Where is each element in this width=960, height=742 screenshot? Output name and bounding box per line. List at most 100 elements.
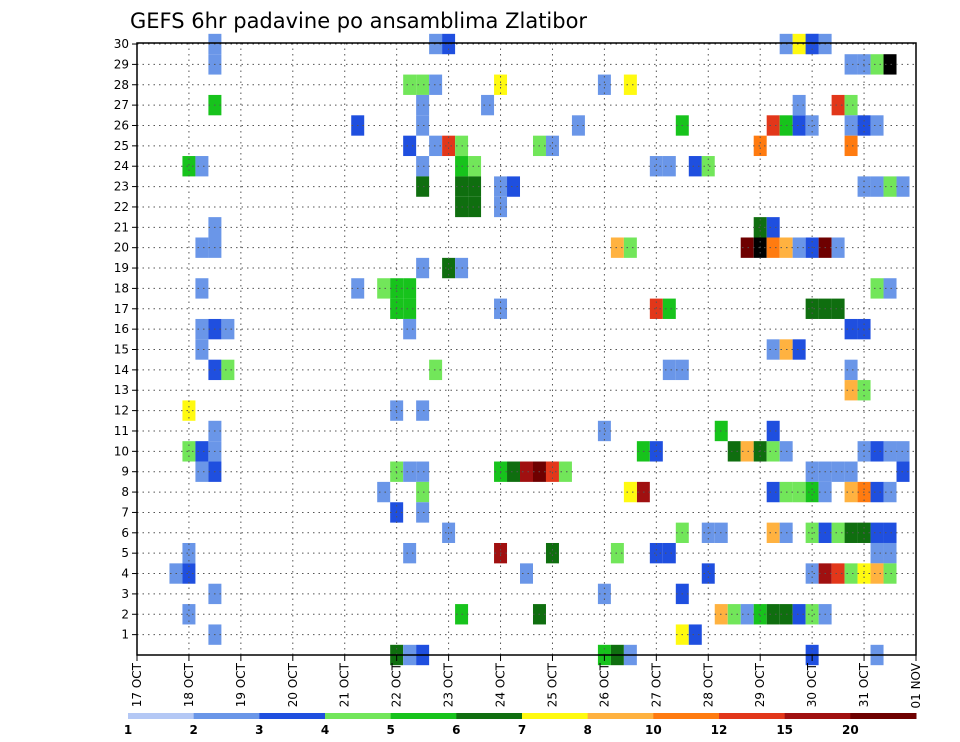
heatmap-cell xyxy=(688,156,702,177)
heatmap-cell xyxy=(662,542,676,564)
heatmap-cell xyxy=(844,135,858,157)
heatmap-cell xyxy=(597,74,611,95)
heatmap-cell xyxy=(623,237,637,258)
x-tick-label: 28 OCT xyxy=(701,662,715,707)
heatmap-cell xyxy=(896,441,910,462)
heatmap-cell xyxy=(416,156,430,177)
heatmap-cell xyxy=(844,461,858,482)
heatmap-cell xyxy=(792,604,806,625)
heatmap-cell xyxy=(649,156,663,177)
colorbar-segment xyxy=(784,713,851,719)
x-tick-label: 20 OCT xyxy=(286,662,300,707)
heatmap-cell xyxy=(844,563,858,584)
y-tick-label: 12 xyxy=(114,404,129,418)
heatmap-cell xyxy=(727,604,741,625)
x-axis-ticks: 17 OCT 18 OCT 19 OCT 20 OCT 21 OCT 22 OCT 23 O… xyxy=(130,655,923,709)
heatmap-cell xyxy=(597,420,611,442)
heatmap-cell xyxy=(662,298,676,319)
heatmap-cell xyxy=(896,176,910,197)
colorbar-label: 5 xyxy=(386,723,394,737)
heatmap-cell xyxy=(507,176,521,197)
heatmap-cell xyxy=(805,461,819,482)
colorbar-segment xyxy=(193,713,260,719)
y-tick-label: 5 xyxy=(121,546,129,560)
x-tick-label: 23 OCT xyxy=(442,662,456,707)
heatmap-cell xyxy=(520,563,533,584)
y-tick-label: 1 xyxy=(121,628,129,642)
grid-lines xyxy=(137,43,916,655)
heatmap-cell xyxy=(870,441,884,462)
heatmap-cell xyxy=(727,441,741,462)
heatmap-cell xyxy=(416,502,430,523)
heatmap-cell xyxy=(844,54,858,75)
y-tick-label: 3 xyxy=(121,587,129,601)
heatmap-cell xyxy=(766,237,780,258)
y-tick-label: 18 xyxy=(114,281,129,295)
colorbar-segment xyxy=(259,713,326,719)
y-tick-label: 2 xyxy=(121,607,129,621)
heatmap-cell xyxy=(649,542,663,564)
heatmap-cell xyxy=(221,318,235,340)
colorbar-segment xyxy=(325,713,392,719)
colorbar-segment xyxy=(390,713,457,719)
heatmap-cell xyxy=(805,563,819,584)
heatmap-cell xyxy=(662,359,676,381)
heatmap-cell xyxy=(766,339,780,360)
heatmap-cell xyxy=(403,542,417,564)
heatmap-cell xyxy=(416,257,430,279)
heatmap-cell xyxy=(792,481,806,503)
heatmap-cell xyxy=(831,298,845,319)
heatmap-cell xyxy=(844,359,858,381)
heatmap-cell xyxy=(883,176,897,197)
colorbar-label: 12 xyxy=(711,723,728,737)
heatmap-cell xyxy=(195,318,209,340)
heatmap-cell xyxy=(195,461,209,482)
heatmap-cell xyxy=(429,33,443,55)
heatmap-cell xyxy=(831,237,845,258)
heatmap-cell xyxy=(870,542,884,564)
colorbar-label: 10 xyxy=(645,723,662,737)
heatmap-cell xyxy=(896,461,910,482)
heatmap-cell xyxy=(792,339,806,360)
heatmap-cell xyxy=(182,400,196,421)
colorbar-segment xyxy=(522,713,589,719)
heatmap-cell xyxy=(883,441,897,462)
heatmap-cell xyxy=(688,624,702,645)
heatmap-cell xyxy=(805,481,819,503)
heatmap-cell xyxy=(377,278,391,299)
heatmap-cell xyxy=(416,481,430,503)
heatmap-cell xyxy=(883,563,897,584)
heatmap-cell xyxy=(610,542,624,564)
heatmap-cell xyxy=(805,604,819,625)
heatmap-cell xyxy=(805,115,819,136)
plot-frame xyxy=(136,42,917,656)
heatmap-cell xyxy=(844,318,858,340)
colorbar-segment xyxy=(456,713,523,719)
colorbar-label: 2 xyxy=(189,723,197,737)
y-tick-label: 22 xyxy=(114,200,129,214)
x-tick-label: 27 OCT xyxy=(649,662,663,707)
heatmap-cell xyxy=(844,481,858,503)
y-tick-label: 28 xyxy=(114,78,129,92)
x-tick-label: 30 OCT xyxy=(805,662,819,707)
heatmap-cell xyxy=(403,461,417,482)
colorbar-label: 20 xyxy=(842,723,859,737)
heatmap-cell xyxy=(870,481,884,503)
heatmap-cell xyxy=(429,74,443,95)
heatmap-cell xyxy=(792,94,806,116)
y-tick-label: 24 xyxy=(114,159,129,173)
heatmap-cell xyxy=(870,54,884,75)
heatmap-cell xyxy=(701,156,715,177)
heatmap-cell xyxy=(195,339,209,360)
x-tick-label: 01 NOV xyxy=(909,662,923,708)
heatmap-cell xyxy=(182,604,196,625)
heatmap-cell xyxy=(870,176,884,197)
y-tick-label: 11 xyxy=(114,424,129,438)
x-tick-label: 18 OCT xyxy=(182,662,196,707)
x-tick-label: 31 OCT xyxy=(857,662,871,707)
heatmap-cell xyxy=(403,298,417,319)
colorbar-segment xyxy=(128,713,195,719)
heatmap-cell xyxy=(610,237,624,258)
y-tick-label: 7 xyxy=(121,505,129,519)
heatmap-cell xyxy=(403,318,417,340)
